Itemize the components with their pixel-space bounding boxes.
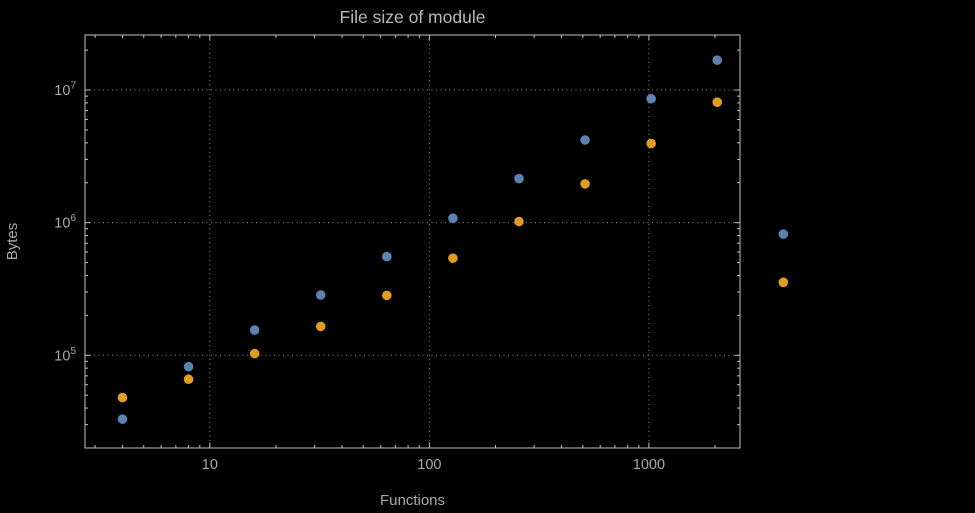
data-point-blue (249, 325, 260, 335)
data-point-blue (382, 251, 392, 262)
data-point-orange (514, 216, 524, 227)
data-point-blue (580, 135, 590, 145)
plot-frame (84, 34, 741, 449)
data-point-blue (183, 361, 194, 372)
data-point-blue (448, 213, 458, 224)
data-point-orange (183, 374, 194, 385)
data-point-orange (580, 179, 590, 189)
tick-labels: 10 100 1000 105 106 107 (54, 81, 665, 473)
gridlines (85, 35, 740, 448)
data-point-orange (448, 253, 458, 263)
data-point-blue (117, 414, 128, 424)
x-tick-label: 1000 (633, 457, 665, 473)
data-point-blue (712, 55, 723, 65)
data-point-blue (315, 290, 326, 300)
data-point-orange (382, 290, 392, 301)
x-tick-label: 100 (417, 457, 441, 473)
y-tick-label: 107 (54, 81, 76, 100)
data-point-orange (778, 277, 789, 288)
data-point-blue (514, 173, 524, 184)
data-point-orange (315, 321, 326, 332)
data-point-orange (646, 138, 656, 149)
data-point-blue (646, 93, 656, 104)
data-point-orange (117, 392, 128, 403)
axis-ticks (85, 35, 740, 449)
y-axis-label: Bytes (4, 223, 21, 261)
x-tick-label: 10 (202, 457, 218, 473)
y-tick-label: 106 (54, 213, 76, 232)
y-tick-label: 105 (54, 346, 76, 365)
data-point-orange (712, 97, 723, 107)
data-point-blue (778, 229, 789, 239)
data-point-orange (249, 348, 260, 359)
data-points (117, 55, 789, 424)
chart-title: File size of module (340, 7, 486, 27)
x-axis-label: Functions (380, 492, 445, 509)
